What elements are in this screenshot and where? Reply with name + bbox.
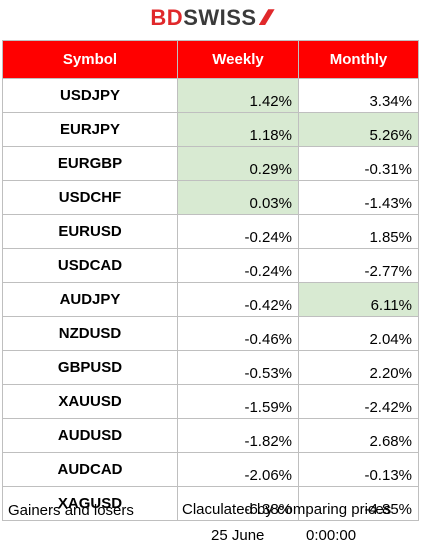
- cell-weekly: -0.24%: [177, 214, 299, 249]
- cell-monthly: 5.26%: [298, 112, 419, 147]
- cell-monthly: -4.85%: [298, 486, 419, 521]
- cell-weekly: -0.53%: [177, 350, 299, 385]
- table-row: USDCAD -0.24% -2.77%: [2, 248, 419, 283]
- table-row: GBPUSD -0.53% 2.20%: [2, 350, 419, 385]
- cell-symbol: NZDUSD: [2, 316, 178, 351]
- header-monthly: Monthly: [298, 40, 419, 79]
- header-symbol: Symbol: [2, 40, 178, 79]
- cell-monthly: -2.77%: [298, 248, 419, 283]
- table-row: EURUSD -0.24% 1.85%: [2, 214, 419, 249]
- table-row: USDJPY 1.42% 3.34%: [2, 78, 419, 113]
- footer-date: 25 June: [211, 527, 265, 544]
- cell-weekly: -0.42%: [177, 282, 299, 317]
- table-row: XAUUSD -1.59% -2.42%: [2, 384, 419, 419]
- cell-weekly: -0.46%: [177, 316, 299, 351]
- footer-note: Claculated by comparing prices: [182, 501, 392, 518]
- cell-symbol: GBPUSD: [2, 350, 178, 385]
- cell-monthly: 2.04%: [298, 316, 419, 351]
- cell-symbol: EURGBP: [2, 146, 178, 181]
- cell-symbol: USDJPY: [2, 78, 178, 113]
- logo-text-bd: BD: [150, 5, 184, 30]
- cell-symbol: EURJPY: [2, 112, 178, 147]
- cell-weekly: 0.03%: [177, 180, 299, 215]
- table-row: XAGUSD -6.38% -4.85%: [2, 486, 419, 521]
- cell-symbol: USDCHF: [2, 180, 178, 215]
- logo-flag-icon: [258, 9, 275, 26]
- logo-text-swiss: SWISS: [183, 5, 257, 30]
- cell-weekly: -1.59%: [177, 384, 299, 419]
- table-row: AUDUSD -1.82% 2.68%: [2, 418, 419, 453]
- cell-symbol: XAUUSD: [2, 384, 178, 419]
- table-header-row: Symbol Weekly Monthly: [2, 40, 419, 79]
- bdswiss-logo: BDSWISS: [0, 5, 425, 31]
- cell-weekly: 1.18%: [177, 112, 299, 147]
- table-row: USDCHF 0.03% -1.43%: [2, 180, 419, 215]
- table-row: AUDCAD -2.06% -0.13%: [2, 452, 419, 487]
- cell-monthly: 2.20%: [298, 350, 419, 385]
- cell-symbol: EURUSD: [2, 214, 178, 249]
- cell-symbol: AUDCAD: [2, 452, 178, 487]
- table-row: EURJPY 1.18% 5.26%: [2, 112, 419, 147]
- footer-time: 0:00:00: [306, 527, 357, 544]
- cell-monthly: 2.68%: [298, 418, 419, 453]
- cell-monthly: 1.85%: [298, 214, 419, 249]
- cell-weekly: -1.82%: [177, 418, 299, 453]
- cell-symbol: USDCAD: [2, 248, 178, 283]
- cell-weekly: -6.38%: [177, 486, 299, 521]
- cell-monthly: -0.31%: [298, 146, 419, 181]
- cell-monthly: 6.11%: [298, 282, 419, 317]
- footer-label: Gainers and losers: [8, 502, 134, 519]
- cell-weekly: -0.24%: [177, 248, 299, 283]
- cell-monthly: -0.13%: [298, 452, 419, 487]
- cell-monthly: -2.42%: [298, 384, 419, 419]
- cell-symbol: AUDUSD: [2, 418, 178, 453]
- cell-weekly: 1.42%: [177, 78, 299, 113]
- header-weekly: Weekly: [177, 40, 299, 79]
- footer: Gainers and losers Claculated by compari…: [2, 496, 418, 553]
- performance-table: Symbol Weekly Monthly USDJPY 1.42% 3.34% EU…: [2, 40, 419, 521]
- cell-symbol: XAGUSD: [2, 486, 178, 521]
- table-row: EURGBP 0.29% -0.31%: [2, 146, 419, 181]
- cell-weekly: 0.29%: [177, 146, 299, 181]
- cell-monthly: 3.34%: [298, 78, 419, 113]
- table-row: AUDJPY -0.42% 6.11%: [2, 282, 419, 317]
- cell-monthly: -1.43%: [298, 180, 419, 215]
- table-row: NZDUSD -0.46% 2.04%: [2, 316, 419, 351]
- cell-weekly: -2.06%: [177, 452, 299, 487]
- cell-symbol: AUDJPY: [2, 282, 178, 317]
